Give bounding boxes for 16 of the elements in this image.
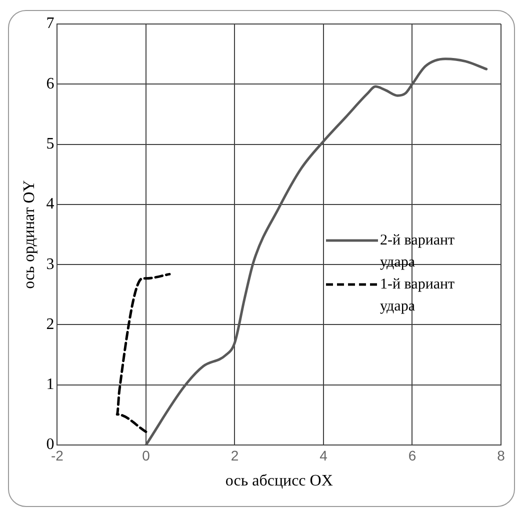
y-tick-label: 3 bbox=[46, 256, 54, 273]
y-tick-label: 1 bbox=[46, 376, 54, 394]
line-series bbox=[116, 272, 171, 434]
x-tick-label: 8 bbox=[497, 447, 506, 464]
line-series bbox=[144, 58, 488, 445]
y-axis-title: ось ординат OY bbox=[20, 180, 38, 289]
x-tick-label: 0 bbox=[142, 447, 150, 464]
x-tick-label: 4 bbox=[320, 447, 328, 464]
x-tick-label: 2 bbox=[230, 447, 239, 464]
y-tick-label: 6 bbox=[46, 75, 54, 92]
y-tick-label: 2 bbox=[46, 316, 54, 333]
x-tick-label: 6 bbox=[408, 447, 416, 464]
y-tick-label: 5 bbox=[46, 135, 54, 152]
y-tick-label: 4 bbox=[46, 196, 54, 213]
y-tick-label: 7 bbox=[46, 15, 54, 32]
x-axis-title: ось абсцисс OX bbox=[225, 472, 334, 490]
